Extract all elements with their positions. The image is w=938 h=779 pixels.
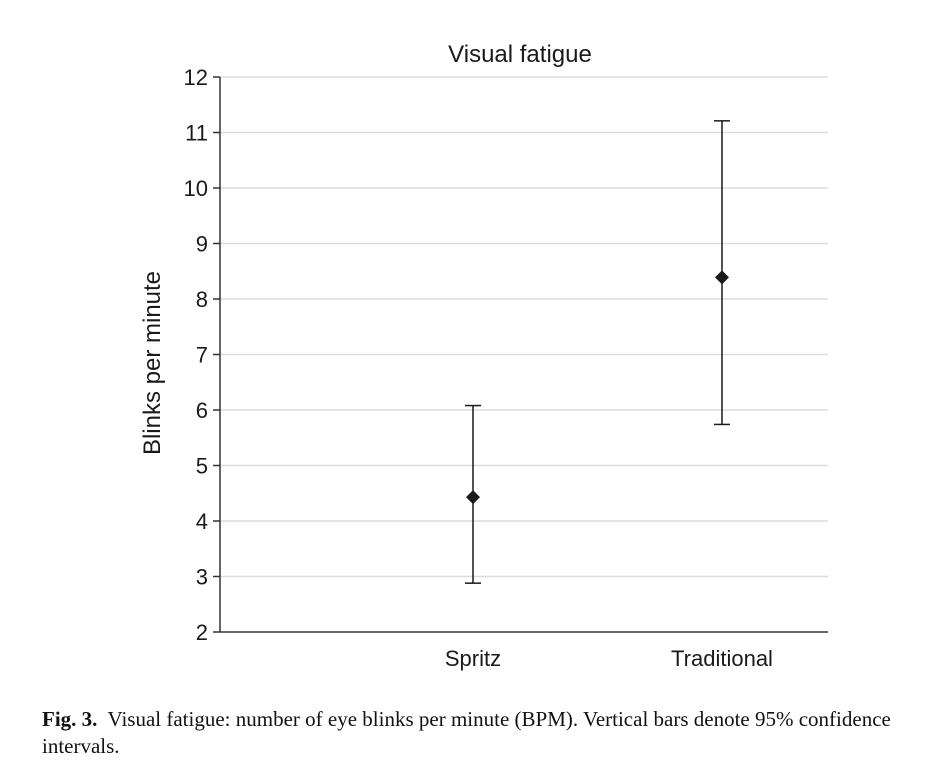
y-tick-label: 6 (196, 398, 208, 423)
gridlines (220, 76, 828, 578)
y-tick-label: 11 (185, 121, 208, 146)
x-tick-labels: Spritz Traditional (445, 646, 773, 671)
chart-title: Visual fatigue (448, 41, 592, 68)
y-tick-label: 3 (196, 565, 208, 590)
y-tick-label: 12 (184, 65, 208, 90)
data-marks (465, 120, 730, 584)
data-point-diamond (466, 490, 480, 505)
y-tick-label: 7 (196, 343, 208, 368)
y-axis-label: Blinks per minute (139, 271, 166, 455)
chart: Visual fatigue Blinks per minute 2 3 4 5 6 7 8… (139, 41, 828, 671)
y-tick-label: 9 (196, 232, 208, 257)
figure-caption: Fig. 3. Visual fatigue: number of eye bl… (42, 706, 922, 760)
y-tick-label: 4 (196, 509, 208, 534)
data-point-diamond (715, 270, 729, 285)
y-tick-label: 8 (196, 287, 208, 312)
y-axis (213, 76, 828, 633)
y-tick-label: 5 (196, 454, 208, 479)
y-tick-labels: 2 3 4 5 6 7 8 9 10 11 12 (184, 65, 208, 645)
y-tick-label: 2 (196, 620, 208, 645)
caption-text: Visual fatigue: number of eye blinks per… (42, 707, 891, 758)
y-tick-label: 10 (184, 176, 208, 201)
caption-label: Fig. 3. (42, 707, 98, 731)
x-tick-label: Traditional (671, 646, 773, 671)
x-tick-label: Spritz (445, 646, 501, 671)
